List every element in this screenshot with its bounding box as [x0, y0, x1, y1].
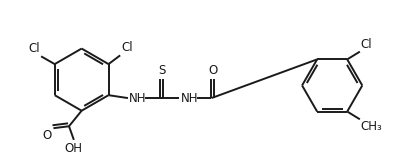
Text: Cl: Cl	[28, 42, 40, 55]
Text: O: O	[208, 64, 218, 77]
Text: OH: OH	[65, 142, 83, 155]
Text: NH: NH	[129, 92, 147, 105]
Text: O: O	[42, 129, 52, 142]
Text: Cl: Cl	[121, 41, 133, 54]
Text: Cl: Cl	[361, 38, 372, 51]
Text: S: S	[158, 64, 165, 77]
Text: NH: NH	[180, 92, 198, 105]
Text: CH₃: CH₃	[361, 120, 383, 133]
